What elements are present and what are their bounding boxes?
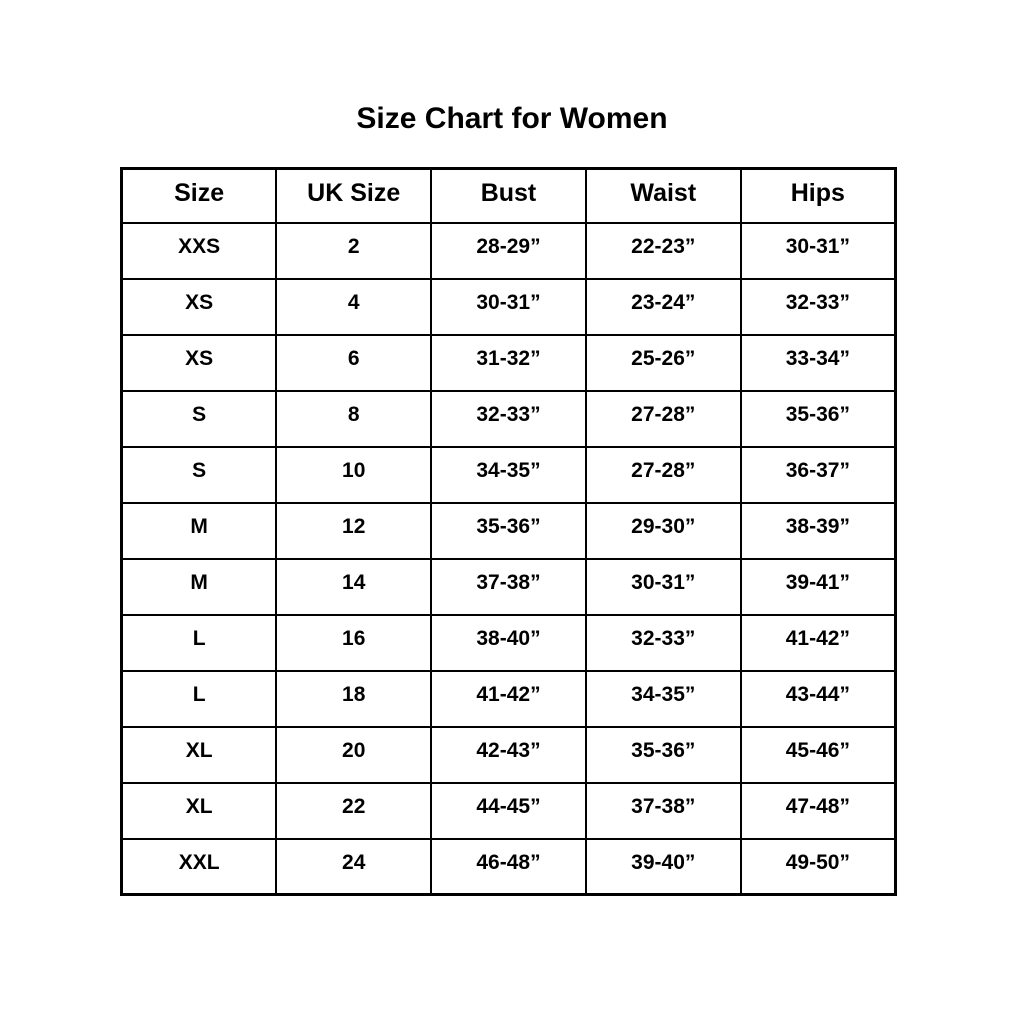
table-cell: XXS [120,221,278,280]
table-cell: 43-44” [739,669,897,728]
table-row: S 8 32-33” 27-28” 35-36” [120,389,897,448]
table-cell: 28-29” [430,221,587,280]
table-row: M 12 35-36” 29-30” 38-39” [120,501,897,560]
table-cell: 33-34” [739,333,897,392]
table-cell: 30-31” [430,277,587,336]
table-cell: 2 [275,221,433,280]
table-cell: 30-31” [739,221,897,280]
column-header-hips: Hips [739,167,897,224]
table-cell: M [120,501,278,560]
table-cell: 23-24” [584,277,742,336]
table-cell: 32-33” [430,389,587,448]
table-cell: 38-39” [739,501,897,560]
table-row: S 10 34-35” 27-28” 36-37” [120,445,897,504]
table-cell: L [120,669,278,728]
column-header-uk-size: UK Size [275,167,433,224]
table-row: L 18 41-42” 34-35” 43-44” [120,669,897,728]
column-header-size: Size [120,167,278,224]
table-cell: 49-50” [739,837,897,896]
table-cell: 39-41” [739,557,897,616]
table-cell: 30-31” [584,557,742,616]
table-cell: 31-32” [430,333,587,392]
table-cell: 18 [275,669,433,728]
table-header-row: Size UK Size Bust Waist Hips [120,167,897,224]
table-cell: XXL [120,837,278,896]
table-cell: 41-42” [739,613,897,672]
table-row: XXL 24 46-48” 39-40” 49-50” [120,837,897,896]
table-cell: S [120,445,278,504]
table-cell: 22 [275,781,433,840]
table-cell: 32-33” [739,277,897,336]
table-cell: 36-37” [739,445,897,504]
table-cell: 32-33” [584,613,742,672]
table-cell: 22-23” [584,221,742,280]
table-cell: 42-43” [430,725,587,784]
table-cell: 37-38” [584,781,742,840]
table-cell: XL [120,781,278,840]
table-cell: 27-28” [584,445,742,504]
table-cell: S [120,389,278,448]
table-cell: 34-35” [584,669,742,728]
page-title: Size Chart for Women [356,102,668,135]
table-row: XXS 2 28-29” 22-23” 30-31” [120,221,897,280]
table-cell: 20 [275,725,433,784]
table-cell: 35-36” [430,501,587,560]
table-cell: L [120,613,278,672]
table-cell: 47-48” [739,781,897,840]
table-row: XL 20 42-43” 35-36” 45-46” [120,725,897,784]
table-cell: XS [120,333,278,392]
table-cell: XL [120,725,278,784]
table-body: XXS 2 28-29” 22-23” 30-31” XS 4 30-31” 23-24” 32-… [120,221,897,896]
table-cell: 25-26” [584,333,742,392]
table-cell: 35-36” [584,725,742,784]
table-row: XS 6 31-32” 25-26” 33-34” [120,333,897,392]
table-cell: M [120,557,278,616]
table-cell: 39-40” [584,837,742,896]
table-cell: 41-42” [430,669,587,728]
table-cell: 37-38” [430,557,587,616]
table-cell: 44-45” [430,781,587,840]
table-cell: 45-46” [739,725,897,784]
table-cell: 4 [275,277,433,336]
table-cell: 35-36” [739,389,897,448]
table-cell: 6 [275,333,433,392]
table-row: M 14 37-38” 30-31” 39-41” [120,557,897,616]
table-cell: 14 [275,557,433,616]
table-cell: 34-35” [430,445,587,504]
table-cell: 38-40” [430,613,587,672]
table-cell: XS [120,277,278,336]
table-cell: 46-48” [430,837,587,896]
column-header-waist: Waist [584,167,742,224]
table-cell: 8 [275,389,433,448]
table-row: L 16 38-40” 32-33” 41-42” [120,613,897,672]
size-chart-table: Size UK Size Bust Waist Hips XXS 2 28-29” 22-23… [120,167,897,896]
column-header-bust: Bust [430,167,587,224]
table-cell: 24 [275,837,433,896]
table-cell: 29-30” [584,501,742,560]
table-cell: 10 [275,445,433,504]
table-cell: 27-28” [584,389,742,448]
table-row: XL 22 44-45” 37-38” 47-48” [120,781,897,840]
table-row: XS 4 30-31” 23-24” 32-33” [120,277,897,336]
table-cell: 12 [275,501,433,560]
table-cell: 16 [275,613,433,672]
